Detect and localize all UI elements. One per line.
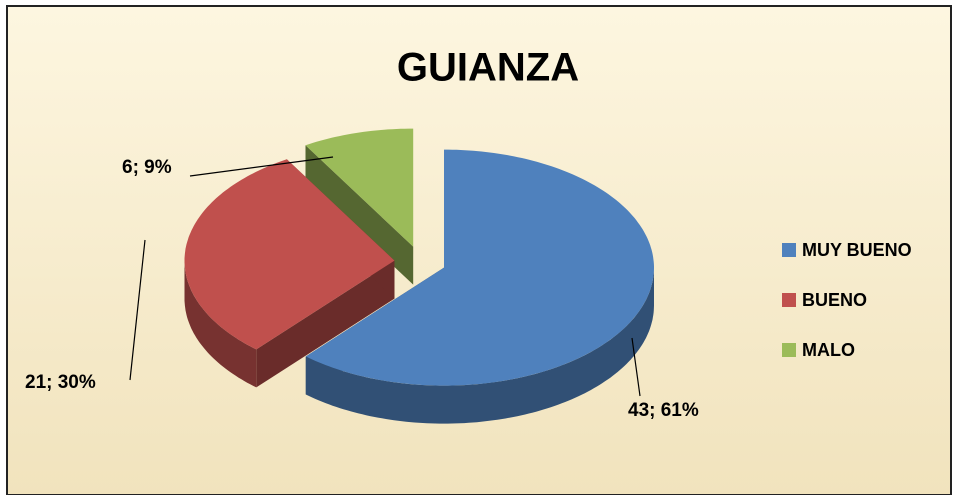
leader-line [631,337,641,397]
legend-swatch [782,243,796,257]
legend-label: BUENO [802,290,867,310]
data-label: 21; 30% [25,372,96,393]
legend-label: MUY BUENO [802,240,912,260]
data-label: 6; 9% [122,157,172,178]
leader-line [129,239,146,381]
data-label: 43; 61% [628,400,699,421]
slice-wall [305,267,654,424]
slice-top [184,159,395,350]
slice-top [305,149,654,386]
leader-line [189,156,334,177]
legend-label: MALO [802,340,855,360]
pie-slice [184,159,395,388]
pie-slice [305,149,654,424]
slice-wall [184,260,257,388]
legend-swatch [782,343,796,357]
slice-side [305,145,414,285]
legend-swatch [782,293,796,307]
chart-title: GUIANZA [397,46,579,90]
slice-side [256,260,395,388]
slice-top [305,128,414,247]
pie-slice [305,128,414,285]
